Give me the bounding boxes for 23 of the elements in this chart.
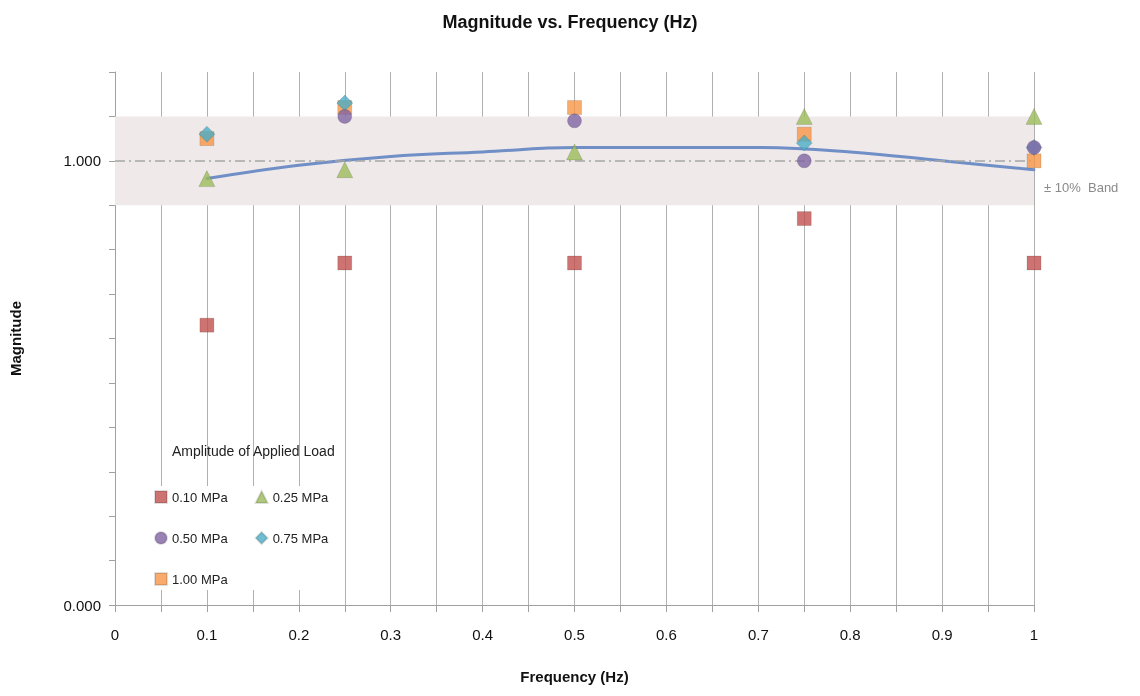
x-tick-label: 0 bbox=[110, 626, 120, 643]
legend-label: 0.25 MPa bbox=[272, 489, 330, 505]
y-axis-title: Magnitude bbox=[7, 301, 24, 376]
x-tick-label: 0.8 bbox=[839, 626, 861, 643]
band-label: ± 10% Band bbox=[1044, 180, 1119, 196]
legend-title: Amplitude of Applied Load bbox=[172, 443, 335, 459]
y-tick-label: 0.000 bbox=[63, 596, 101, 614]
x-tick-label: 0.7 bbox=[747, 626, 769, 643]
x-axis-title: Frequency (Hz) bbox=[520, 668, 629, 685]
chart-title: Magnitude vs. Frequency (Hz) bbox=[442, 12, 698, 32]
x-tick-label: 0.3 bbox=[380, 626, 402, 643]
x-tick-label: 0.6 bbox=[655, 626, 677, 643]
x-tick-label: 0.4 bbox=[472, 626, 494, 643]
x-tick-label: 0.9 bbox=[931, 626, 953, 643]
x-tick-label: 0.1 bbox=[196, 626, 218, 643]
legend-label: 1.00 MPa bbox=[172, 571, 229, 587]
y-tick-label: 1.000 bbox=[63, 152, 101, 170]
legend-label: 0.75 MPa bbox=[272, 530, 330, 546]
x-tick-label: 0.5 bbox=[564, 626, 585, 643]
legend-label: 0.50 MPa bbox=[172, 530, 229, 546]
x-tick-label: 0.2 bbox=[288, 626, 310, 643]
legend-label: 0.10 MPa bbox=[172, 489, 229, 505]
x-tick-label: 1 bbox=[1029, 626, 1039, 643]
